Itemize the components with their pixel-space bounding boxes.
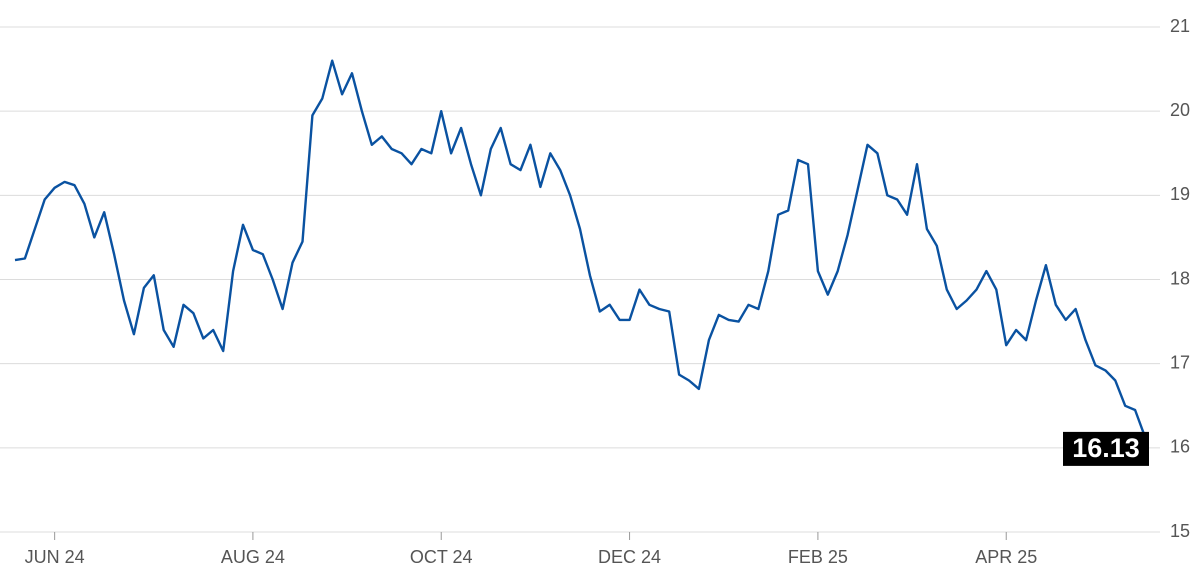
x-tick-label: OCT 24 (410, 547, 473, 567)
x-tick-label: APR 25 (975, 547, 1037, 567)
y-tick-label: 15 (1170, 521, 1190, 541)
last-value-label: 16.13 (1072, 433, 1140, 463)
y-tick-label: 17 (1170, 352, 1190, 372)
x-tick-label: JUN 24 (25, 547, 85, 567)
y-tick-label: 16 (1170, 437, 1190, 457)
x-tick-label: AUG 24 (221, 547, 285, 567)
x-tick-label: FEB 25 (788, 547, 848, 567)
price-line (14, 59, 1147, 438)
y-tick-label: 18 (1170, 268, 1190, 288)
y-tick-label: 21 (1170, 16, 1190, 36)
y-tick-label: 19 (1170, 184, 1190, 204)
x-tick-label: DEC 24 (598, 547, 661, 567)
y-tick-label: 20 (1170, 100, 1190, 120)
last-value-box (1063, 431, 1149, 466)
